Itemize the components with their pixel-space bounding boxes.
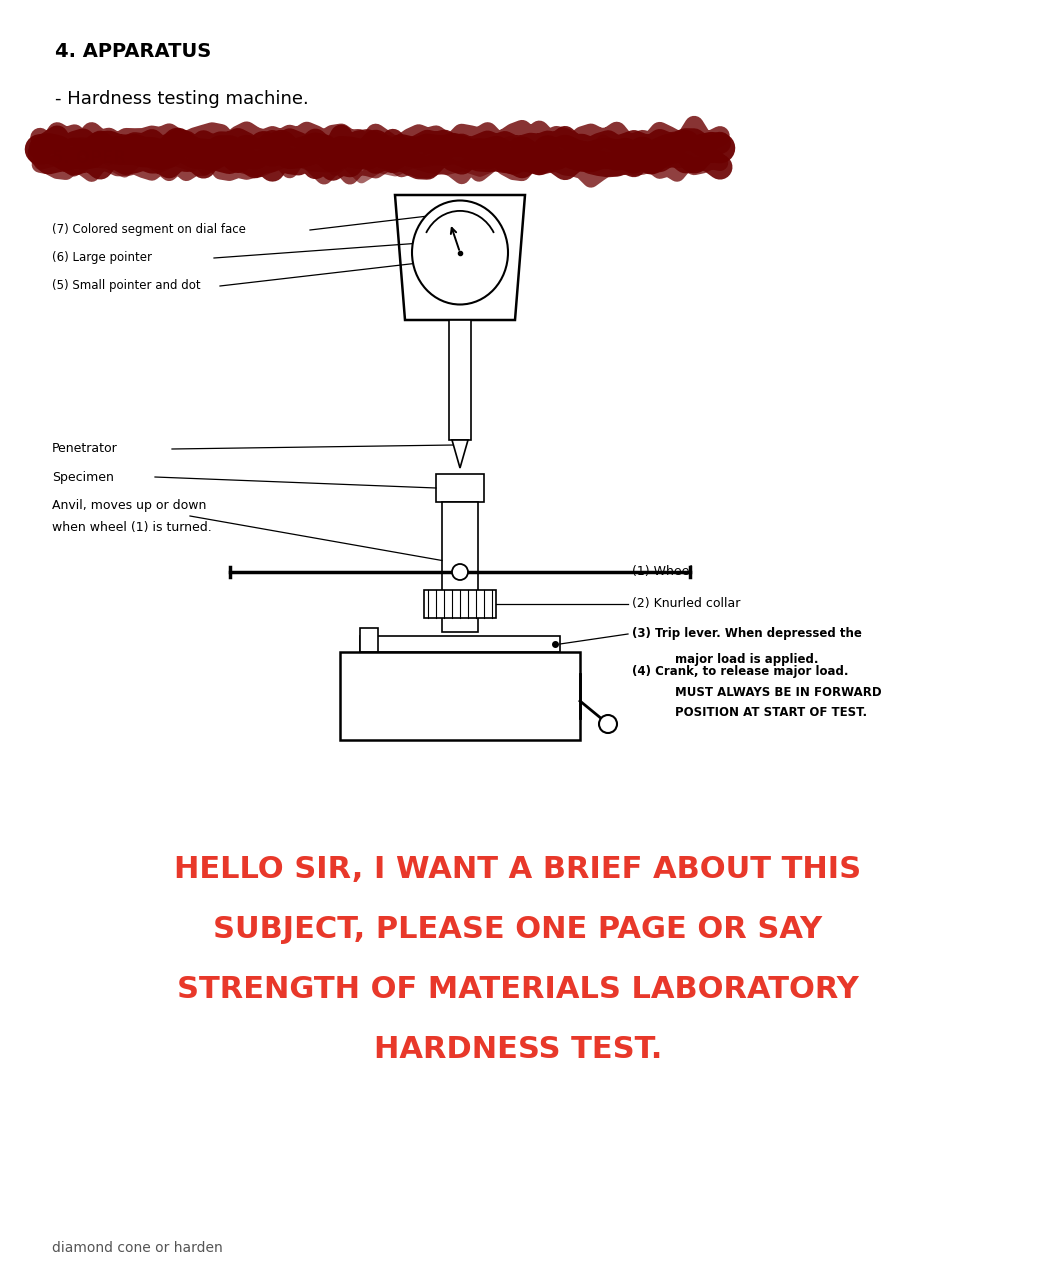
Text: POSITION AT START OF TEST.: POSITION AT START OF TEST. xyxy=(675,705,867,718)
Bar xyxy=(340,652,580,740)
Text: HARDNESS TEST.: HARDNESS TEST. xyxy=(373,1036,663,1065)
Text: (2) Knurled collar: (2) Knurled collar xyxy=(632,598,740,611)
Bar xyxy=(449,320,471,440)
Text: MUST ALWAYS BE IN FORWARD: MUST ALWAYS BE IN FORWARD xyxy=(675,686,881,699)
Text: when wheel (1) is turned.: when wheel (1) is turned. xyxy=(52,521,212,534)
Text: SUBJECT, PLEASE ONE PAGE OR SAY: SUBJECT, PLEASE ONE PAGE OR SAY xyxy=(214,915,822,945)
Text: (3) Trip lever. When depressed the: (3) Trip lever. When depressed the xyxy=(632,627,862,640)
Polygon shape xyxy=(395,195,525,320)
Text: - Hardness testing machine.: - Hardness testing machine. xyxy=(55,90,309,108)
Bar xyxy=(442,502,478,632)
Bar xyxy=(436,474,484,502)
Bar xyxy=(360,628,379,652)
Text: diamond cone or harden: diamond cone or harden xyxy=(52,1242,223,1254)
Text: (4) Crank, to release major load.: (4) Crank, to release major load. xyxy=(632,666,848,678)
Circle shape xyxy=(599,716,617,733)
Text: (6) Large pointer: (6) Large pointer xyxy=(52,251,152,265)
Text: STRENGTH OF MATERIALS LABORATORY: STRENGTH OF MATERIALS LABORATORY xyxy=(177,975,859,1005)
Circle shape xyxy=(452,564,468,580)
Text: Anvil, moves up or down: Anvil, moves up or down xyxy=(52,498,206,512)
Text: Penetrator: Penetrator xyxy=(52,443,118,456)
Text: Specimen: Specimen xyxy=(52,471,114,484)
Bar xyxy=(424,590,496,618)
Text: (1) Wheel: (1) Wheel xyxy=(632,566,693,579)
Text: (7) Colored segment on dial face: (7) Colored segment on dial face xyxy=(52,224,246,237)
Polygon shape xyxy=(452,440,468,468)
Bar xyxy=(360,636,560,652)
Text: 4. APPARATUS: 4. APPARATUS xyxy=(55,42,212,61)
Text: 5. OPER: 5. OPER xyxy=(52,148,127,166)
Ellipse shape xyxy=(412,201,508,305)
Text: HELLO SIR, I WANT A BRIEF ABOUT THIS: HELLO SIR, I WANT A BRIEF ABOUT THIS xyxy=(174,855,862,884)
Text: major load is applied.: major load is applied. xyxy=(675,654,818,667)
Text: (5) Small pointer and dot: (5) Small pointer and dot xyxy=(52,279,200,293)
